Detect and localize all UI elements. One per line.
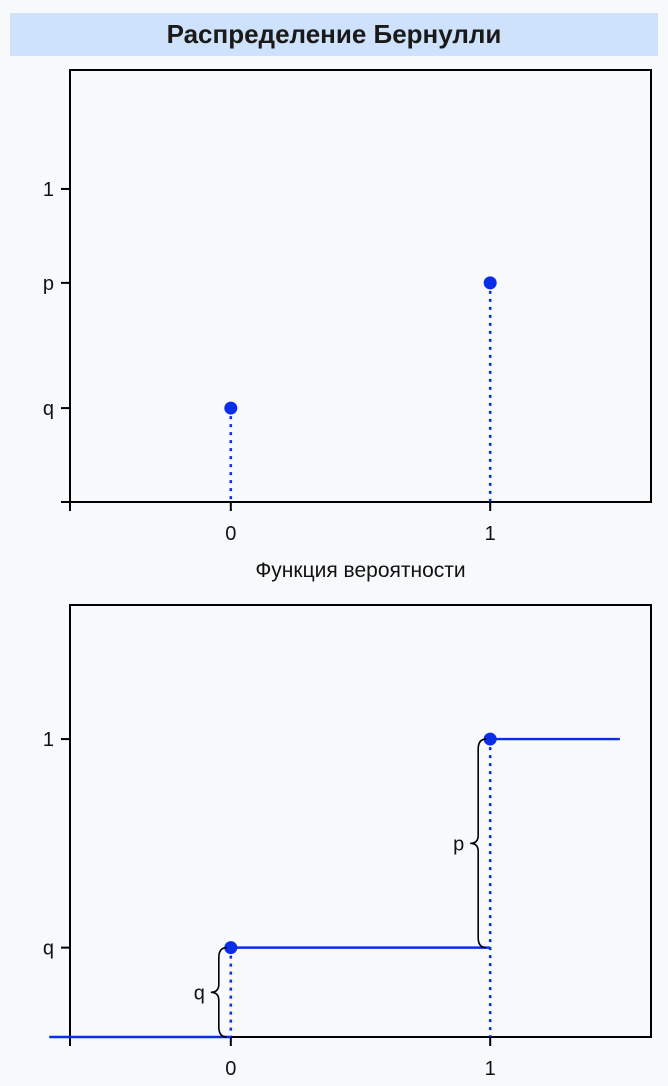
pmf-point: [483, 276, 497, 290]
cdf-jump-brace: [210, 946, 227, 1038]
pmf-y-tick-label: q: [43, 398, 54, 420]
cdf-point: [483, 732, 497, 746]
pmf-y-tick-label: 1: [43, 179, 54, 201]
page-title: Распределение Бернулли: [10, 13, 658, 56]
pmf-y-tick-label: p: [43, 273, 54, 295]
pmf-point: [224, 401, 238, 415]
cdf-x-tick-label: 1: [485, 1058, 496, 1080]
pmf-x-tick-label: 0: [225, 523, 236, 545]
cdf-jump-label: p: [453, 833, 464, 855]
cdf-point: [224, 941, 238, 955]
pmf-plot-frame: [69, 69, 652, 503]
cdf-x-tick-label: 0: [225, 1058, 236, 1080]
pmf-chart: 0 1 q p 1 Функция вероятности: [43, 69, 652, 582]
cdf-plot-frame: [69, 604, 652, 1038]
cdf-jump-brace: [470, 738, 487, 949]
cdf-y-tick-label: 1: [43, 729, 54, 751]
cdf-y-tick-label: q: [43, 938, 54, 960]
cdf-jump-label: q: [194, 982, 205, 1004]
pmf-x-axis-caption: Функция вероятности: [255, 559, 465, 582]
pmf-x-tick-label: 1: [485, 523, 496, 545]
